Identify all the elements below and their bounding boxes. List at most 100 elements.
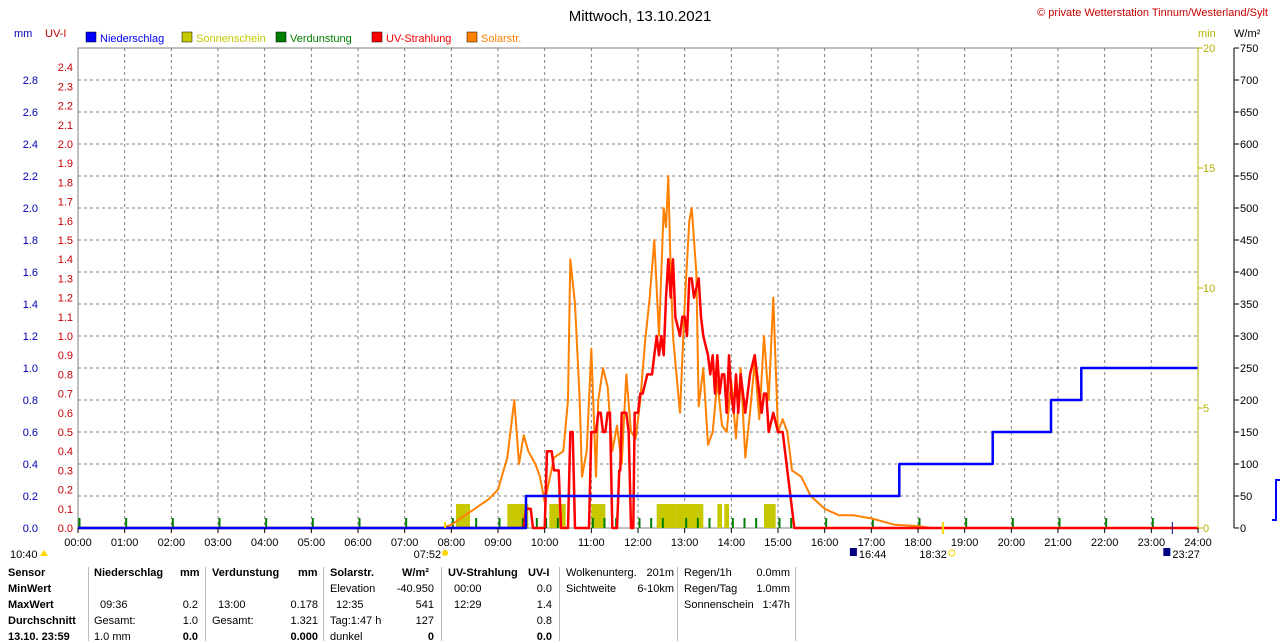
uv-tick-label: 1.4 <box>58 254 73 266</box>
evaporation-bar <box>78 518 81 528</box>
nied-last-val: 0.0 <box>182 631 198 643</box>
verd-last-val: 0.000 <box>290 631 318 643</box>
min-tick-label: 10 <box>1203 283 1215 295</box>
min-axis-unit: min <box>1198 28 1216 40</box>
legend: Niederschlag Sonnenschein Verdunstung UV-St… <box>85 31 521 45</box>
summary-table: Sensor MinWert MaxWert Durchschnitt 13.1… <box>0 563 1280 643</box>
wm2-tick-label: 250 <box>1240 363 1258 375</box>
rain-day-label: Regen/Tag <box>684 583 738 595</box>
uv-tick-label: 1.2 <box>58 293 73 305</box>
x-tick-label: 13:00 <box>671 537 699 549</box>
evaporation-bar <box>603 518 606 528</box>
nied-total-label: Gesamt: <box>94 615 136 627</box>
header-solar: Solarstr. <box>330 567 375 579</box>
uv-max-time: 12:29 <box>454 599 482 611</box>
verd-total-val: 1.321 <box>290 615 318 627</box>
uv-tick-label: 1.1 <box>58 312 73 324</box>
sunset-icon <box>948 549 956 557</box>
mm-tick-label: 0.2 <box>23 491 38 503</box>
precipitation-next-day-stub <box>1272 479 1280 521</box>
mm-tick-label: 0.8 <box>23 395 38 407</box>
header-mm1: mm <box>180 567 200 579</box>
row-label-avg: Durchschnitt <box>8 615 76 627</box>
wm2-tick-label: 100 <box>1240 459 1258 471</box>
wm2-tick-label: 150 <box>1240 427 1258 439</box>
evaporation-bar <box>556 518 559 528</box>
uv-tick-label: 1.6 <box>58 216 73 228</box>
x-tick-label: 01:00 <box>111 537 139 549</box>
wm2-tick-label: 350 <box>1240 299 1258 311</box>
sunrise-label: 07:52 <box>414 549 442 561</box>
mm-tick-label: 2.8 <box>23 75 38 87</box>
header-niederschlag: Niederschlag <box>94 567 164 579</box>
header-uvi: UV-I <box>528 567 550 579</box>
sun-icon <box>40 550 48 556</box>
x-tick-label: 19:00 <box>951 537 979 549</box>
uv-tick-label: 0.6 <box>58 408 73 420</box>
series-lines <box>78 175 1198 530</box>
legend-swatch <box>466 31 478 43</box>
wm2-tick-label: 550 <box>1240 171 1258 183</box>
evaporation-bar <box>498 518 501 528</box>
evaporation-bar <box>475 518 478 528</box>
uv-tick-label: 0.2 <box>58 485 73 497</box>
x-tick-label: 24:00 <box>1184 537 1212 549</box>
evaporation-bar <box>358 518 361 528</box>
header-wm2: W/m² <box>402 567 429 579</box>
evaporation-bar <box>871 518 874 528</box>
mm-tick-label: 2.2 <box>23 171 38 183</box>
sunshine-bar <box>656 504 676 528</box>
uv-tick-label: 1.8 <box>58 177 73 189</box>
row-label-min: MinWert <box>8 583 52 595</box>
x-tick-label: 08:00 <box>438 537 466 549</box>
evaporation-bar <box>1011 518 1014 528</box>
uv-tick-label: 1.5 <box>58 235 73 247</box>
axes: 0.0 0.2 0.4 0.6 0.8 1.0 1.2 1.4 1.6 1.8 2.0 2.2 2.4 2… <box>23 43 1280 549</box>
evaporation-bar <box>965 518 968 528</box>
sunshine-label: Sonnenschein <box>684 599 754 611</box>
nied-total-val: 1.0 <box>182 615 198 627</box>
uv-tick-label: 0.9 <box>58 350 73 362</box>
evaporation-bar <box>535 518 538 528</box>
wm2-tick-label: 300 <box>1240 331 1258 343</box>
uv-tick-label: 0.0 <box>58 523 73 535</box>
legend-label: Verdunstung <box>290 33 352 45</box>
solar-dark-val: 0 <box>427 631 434 643</box>
evaporation-bar <box>311 518 314 528</box>
sunshine-bar <box>724 504 729 528</box>
rain-day-val: 1.0mm <box>756 583 790 595</box>
evaporation-bar <box>918 518 921 528</box>
rain-hour-label: Regen/1h <box>684 567 732 579</box>
uv-tick-label: 2.4 <box>58 62 73 74</box>
wm2-tick-label: 750 <box>1240 43 1258 55</box>
x-tick-label: 03:00 <box>204 537 232 549</box>
evaporation-bar <box>1151 518 1154 528</box>
visibility-val: 6-10km <box>637 583 674 595</box>
row-label-max: MaxWert <box>8 599 54 611</box>
x-tick-label: 09:00 <box>484 537 512 549</box>
x-tick-label: 04:00 <box>251 537 279 549</box>
min-tick-label: 5 <box>1203 403 1209 415</box>
min-tick-label: 15 <box>1203 163 1215 175</box>
x-tick-label: 16:00 <box>811 537 839 549</box>
mm-tick-label: 0.6 <box>23 427 38 439</box>
nied-max-time: 09:36 <box>100 599 128 611</box>
weather-chart: Mittwoch, 13.10.2021 © private Wettersta… <box>10 7 1280 561</box>
uv-avg-val: 0.8 <box>536 615 552 627</box>
legend-label: UV-Strahlung <box>386 33 451 45</box>
uv-tick-label: 0.7 <box>58 389 73 401</box>
x-tick-label: 14:00 <box>718 537 746 549</box>
evaporation-bar <box>755 518 758 528</box>
sunshine-val: 1:47h <box>762 599 790 611</box>
credit-text: © private Wetterstation Tinnum/Westerlan… <box>1037 7 1268 19</box>
evaporation-bar <box>825 518 828 528</box>
wm2-tick-label: 600 <box>1240 139 1258 151</box>
legend-swatch <box>85 31 97 43</box>
x-tick-label: 21:00 <box>1044 537 1072 549</box>
sun-moon-markers: 10:40 07:52 16:44 18:32 23:27 <box>10 522 1200 561</box>
solar-elev-label: Elevation <box>330 583 376 595</box>
sunrise-icon <box>442 550 449 556</box>
x-tick-label: 05:00 <box>298 537 326 549</box>
wm2-tick-label: 0 <box>1240 523 1246 535</box>
evaporation-bar <box>591 518 594 528</box>
